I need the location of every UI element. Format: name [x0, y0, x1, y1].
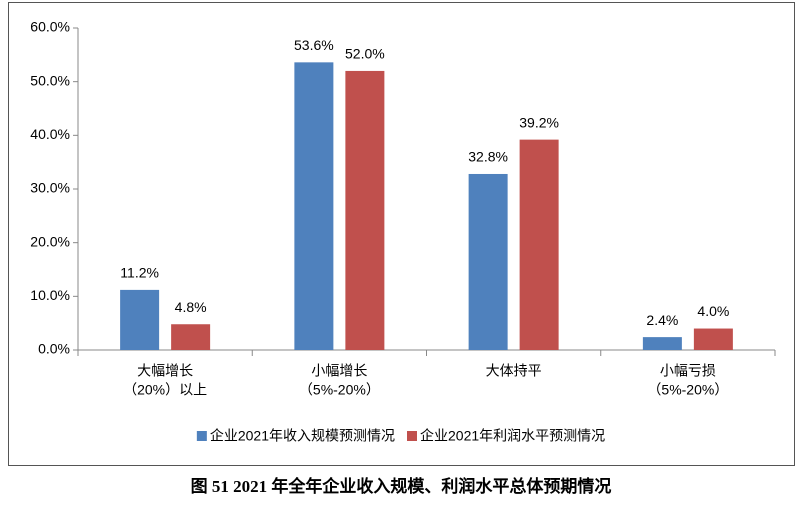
bar — [171, 324, 211, 350]
y-tick-label: 10.0% — [30, 287, 70, 303]
y-tick-label: 40.0% — [30, 126, 70, 142]
bar — [294, 62, 334, 350]
x-tick-label: 大体持平 — [486, 363, 542, 379]
chart-title: 图 51 2021 年全年企业收入规模、利润水平总体预期情况 — [191, 476, 612, 496]
value-label: 4.8% — [175, 299, 207, 315]
legend-label: 企业2021年利润水平预测情况 — [420, 428, 605, 444]
y-tick-label: 60.0% — [30, 19, 70, 35]
legend-label: 企业2021年收入规模预测情况 — [210, 428, 395, 444]
value-label: 2.4% — [646, 312, 678, 328]
bar — [642, 337, 682, 350]
y-tick-label: 0.0% — [38, 341, 70, 357]
value-label: 52.0% — [345, 46, 385, 62]
x-tick-label: （5%-20%） — [647, 382, 728, 398]
x-tick-label: （20%）以上 — [123, 382, 207, 398]
x-tick-label: 小幅增长 — [311, 363, 367, 379]
value-label: 53.6% — [294, 37, 334, 53]
y-tick-label: 30.0% — [30, 180, 70, 196]
bar — [468, 173, 508, 350]
value-label: 39.2% — [519, 114, 559, 130]
value-label: 32.8% — [468, 149, 508, 165]
legend-swatch — [196, 431, 207, 441]
y-tick-label: 20.0% — [30, 233, 70, 249]
value-label: 11.2% — [120, 265, 159, 281]
bar — [519, 139, 559, 350]
x-tick-label: 小幅亏损 — [660, 363, 716, 379]
y-tick-label: 50.0% — [30, 72, 70, 88]
chart-frame — [8, 2, 795, 466]
bar — [120, 289, 160, 350]
value-label: 4.0% — [697, 303, 729, 319]
bar — [345, 70, 385, 350]
bar — [693, 328, 733, 350]
x-tick-label: 大幅增长 — [137, 363, 193, 379]
legend-swatch — [407, 431, 417, 441]
legend: 企业2021年收入规模预测情况 企业2021年利润水平预测情况 — [196, 428, 605, 444]
x-tick-label: （5%-20%） — [299, 382, 380, 398]
